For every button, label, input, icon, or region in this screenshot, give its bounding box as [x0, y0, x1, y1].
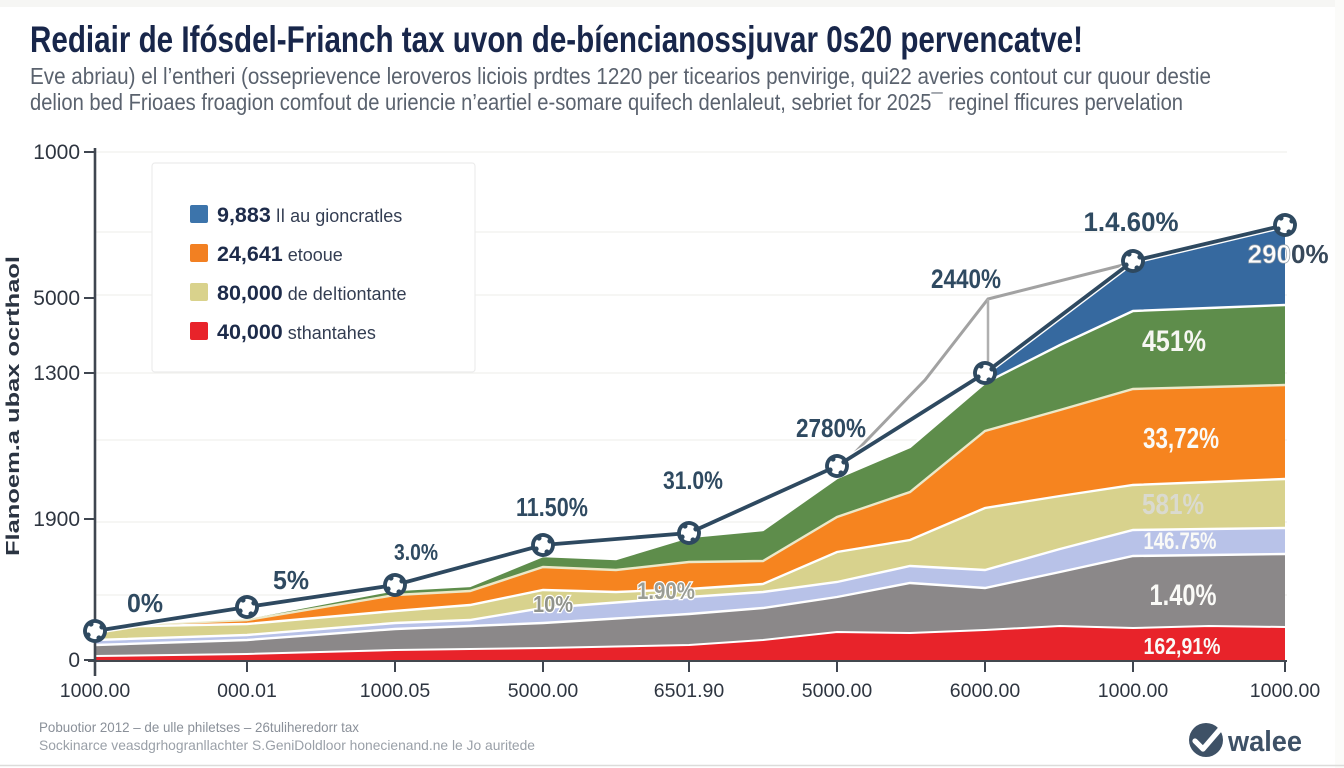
svg-text:1900: 1900 [33, 508, 80, 531]
svg-text:6000.00: 6000.00 [950, 680, 1021, 702]
svg-text:146.75%: 146.75% [1144, 528, 1217, 555]
svg-text:581%: 581% [1142, 489, 1204, 521]
svg-text:2780%: 2780% [796, 413, 866, 443]
svg-text:11.50%: 11.50% [516, 492, 588, 522]
svg-text:1000: 1000 [33, 141, 80, 164]
svg-text:40,000 sthantahes: 40,000 sthantahes [217, 320, 376, 344]
svg-text:delion bed Frioaes froagion co: delion bed Frioaes froagion comfout de u… [30, 89, 1183, 115]
svg-text:9,883 ǀǀ au gioncratles: 9,883 ǀǀ au gioncratles [217, 203, 402, 227]
svg-text:walee: walee [1227, 726, 1302, 758]
svg-text:451%: 451% [1142, 325, 1206, 358]
svg-text:Sockinarce veasdgrhogranllacht: Sockinarce veasdgrhogranllachter S.GeniD… [39, 738, 535, 753]
svg-text:000.01: 000.01 [217, 680, 277, 702]
svg-text:0: 0 [68, 649, 80, 672]
svg-text:0%: 0% [127, 588, 163, 618]
svg-text:10%: 10% [533, 591, 573, 617]
svg-text:1300: 1300 [33, 362, 80, 385]
svg-text:1.40%: 1.40% [1150, 579, 1217, 612]
svg-text:Flanoem.a ubax ocrthaol: Flanoem.a ubax ocrthaol [3, 256, 23, 556]
svg-text:5000: 5000 [33, 287, 80, 310]
svg-text:290: 290 [1248, 239, 1291, 269]
svg-text:0%: 0% [1291, 239, 1329, 269]
svg-text:33,72%: 33,72% [1143, 423, 1219, 455]
svg-text:1000.00: 1000.00 [1098, 680, 1169, 702]
svg-text:1000.05: 1000.05 [360, 680, 431, 702]
svg-text:Rediair de Ifósdel-Frianch tax: Rediair de Ifósdel-Frianch tax uvon de-b… [30, 19, 1083, 60]
svg-text:1000.00: 1000.00 [60, 680, 131, 702]
svg-text:24,641 etooue: 24,641 etooue [217, 242, 343, 266]
svg-text:Pobuotior 2012 – de ulle phile: Pobuotior 2012 – de ulle philetses – 26t… [39, 720, 359, 735]
svg-text:80,000 de deǀtiontante: 80,000 de deǀtiontante [217, 281, 407, 305]
svg-text:1000.00: 1000.00 [1250, 680, 1321, 702]
svg-text:31.0%: 31.0% [663, 467, 723, 495]
svg-text:5000.00: 5000.00 [508, 680, 579, 702]
svg-text:3.0%: 3.0% [394, 539, 438, 565]
svg-text:Eve abriau) el l’entheri (osse: Eve abriau) el l’entheri (osseprievence … [30, 63, 1211, 89]
svg-text:5%: 5% [273, 565, 309, 595]
svg-text:162,91%: 162,91% [1144, 633, 1221, 659]
svg-text:5000.00: 5000.00 [802, 680, 873, 702]
svg-text:1.4.60%: 1.4.60% [1084, 207, 1179, 237]
svg-text:6501.90: 6501.90 [654, 680, 725, 702]
svg-text:2440%: 2440% [931, 264, 1001, 294]
svg-text:1.90%: 1.90% [637, 578, 695, 605]
